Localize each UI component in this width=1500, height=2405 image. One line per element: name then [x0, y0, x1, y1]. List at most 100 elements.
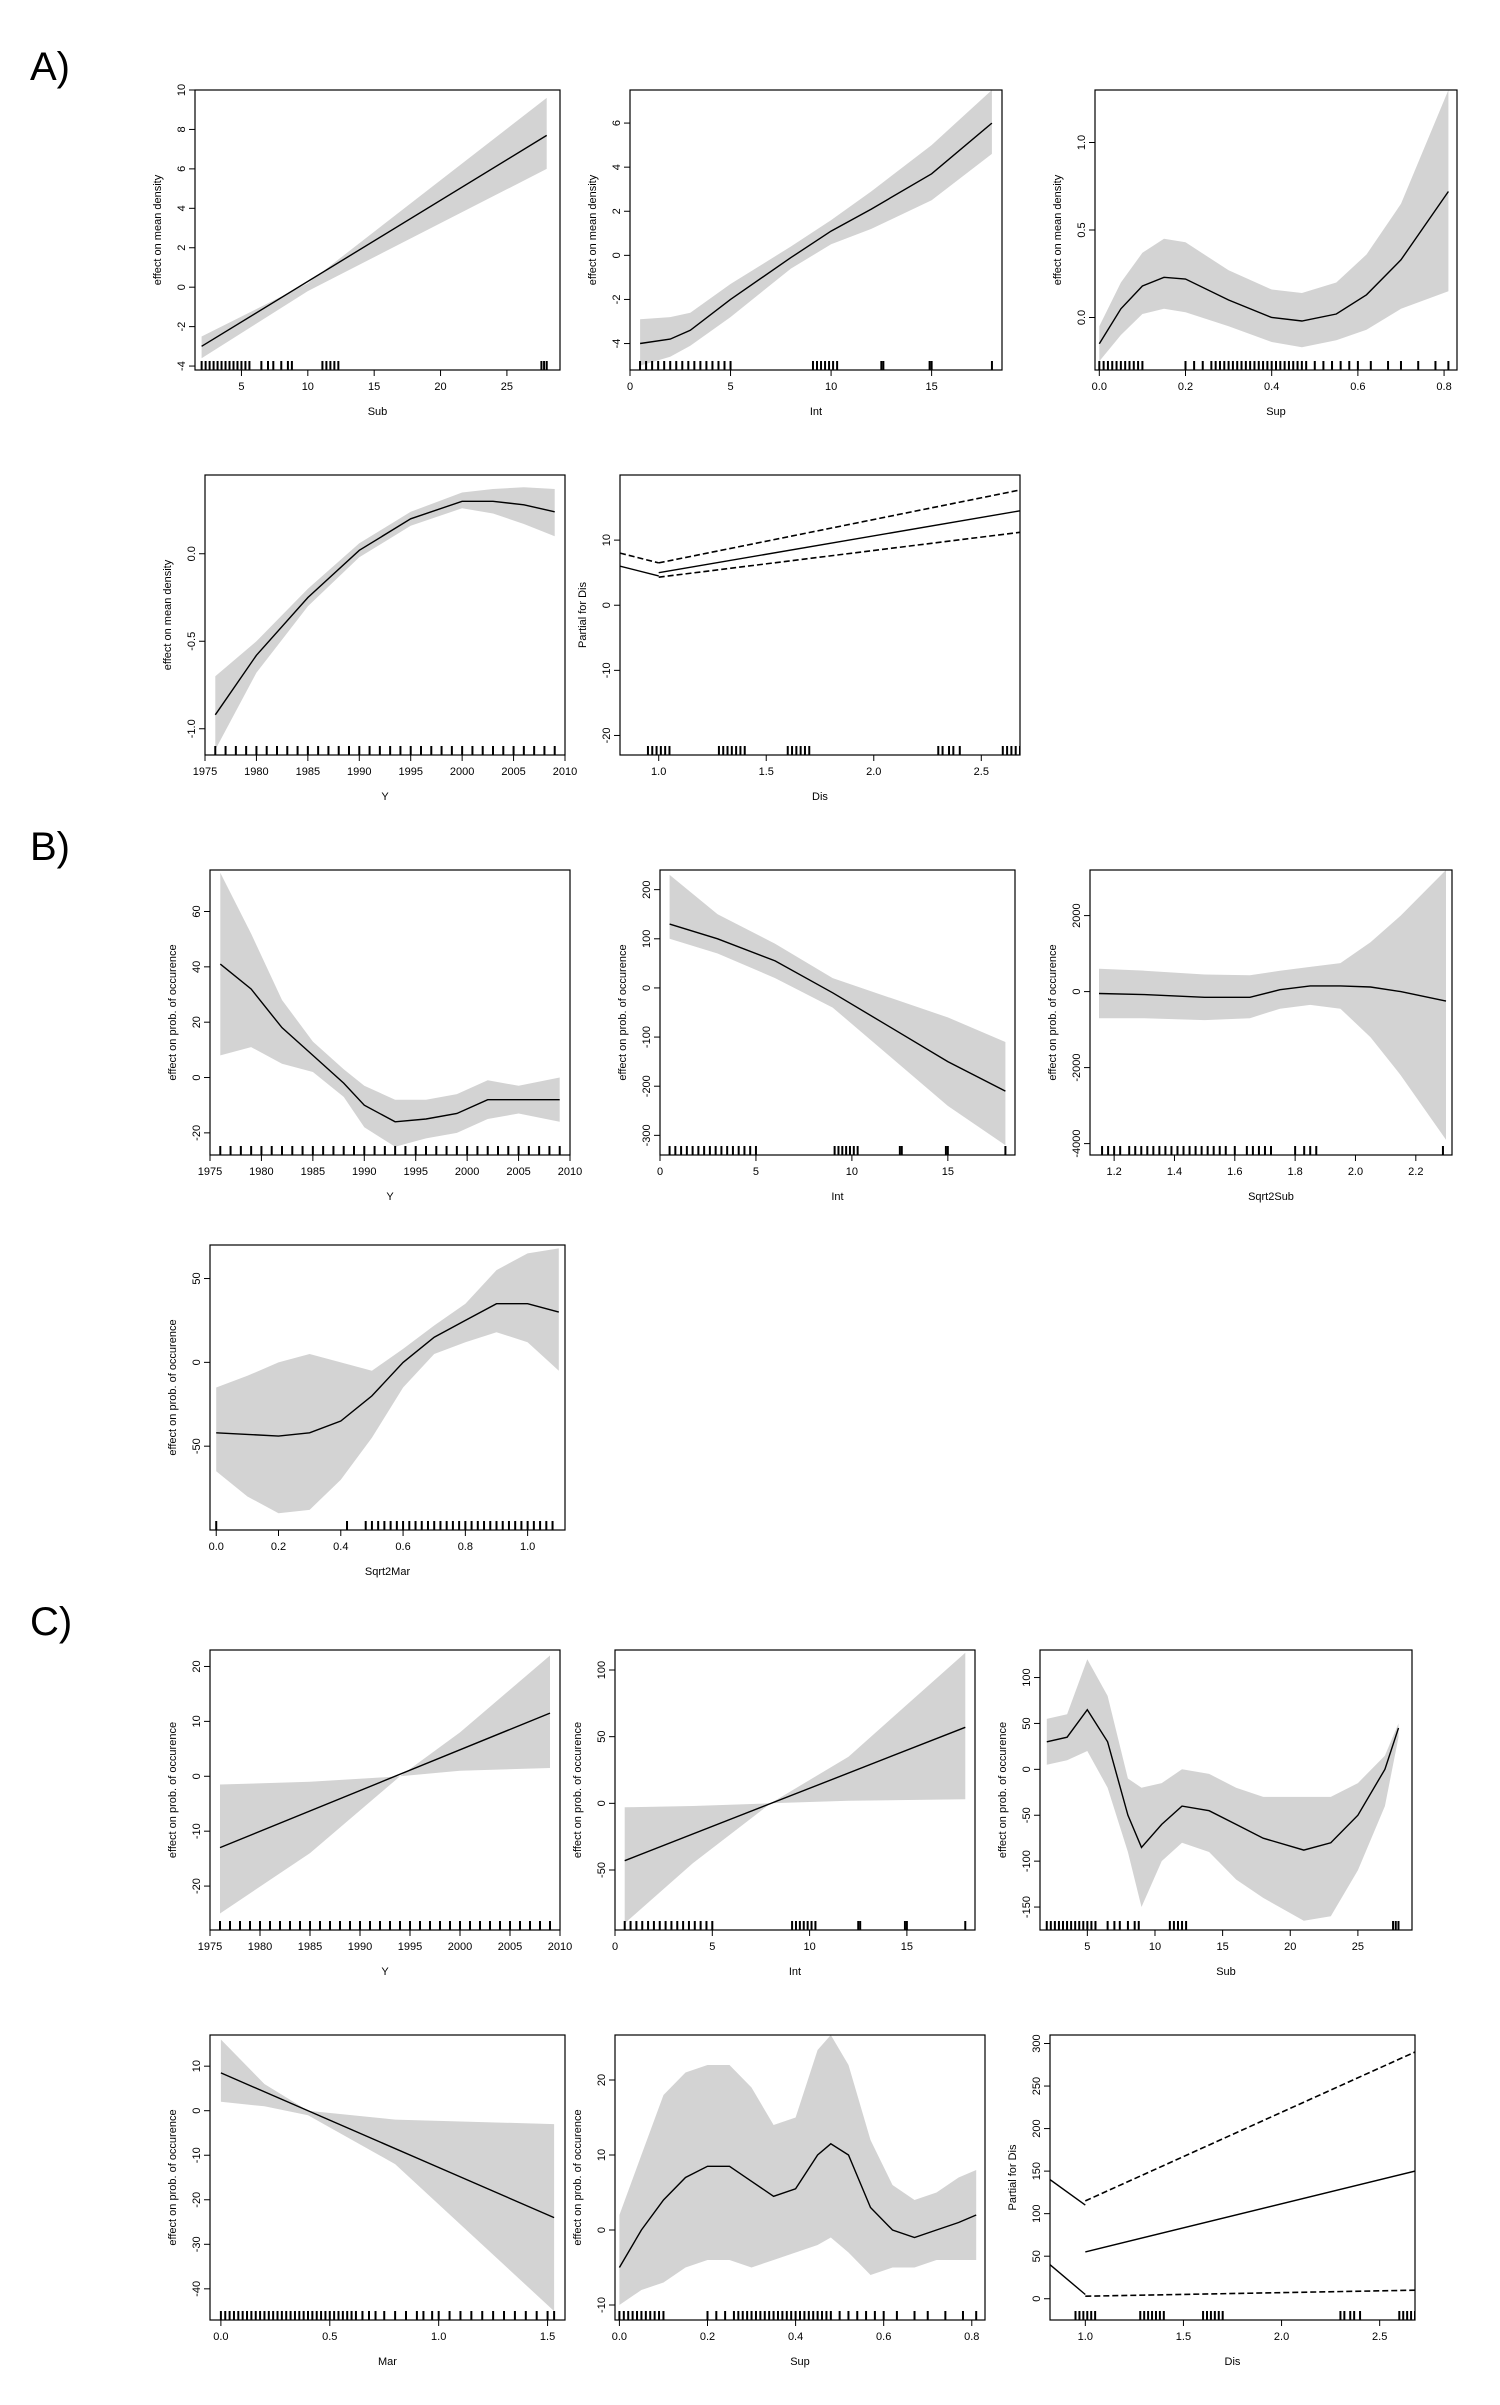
y-tick-label: -20 [191, 2192, 203, 2208]
x-tick-label: 5 [709, 1941, 715, 1953]
plot-frame [209, 1649, 561, 1931]
y-tick-label: 0 [1031, 2296, 1043, 2302]
x-tick-label: 10 [846, 1166, 858, 1178]
y-tick-label: -20 [191, 1878, 203, 1894]
panel-b3: 1.2 1.4 1.6 1.8 2.0 2.2 -4000 -2000 0 2000 Sqrt2Su… [1047, 869, 1453, 1203]
y-tick-label: 100 [596, 1661, 608, 1679]
confidence-band [640, 90, 992, 366]
confidence-band [220, 1655, 550, 1914]
y-tick-label: -50 [596, 1862, 608, 1878]
y-tick-label: 0 [191, 1074, 203, 1080]
series-line-2 [658, 510, 1020, 574]
plot-area [1098, 870, 1447, 1155]
series-line-1 [624, 1726, 966, 1862]
plot-frame [209, 2034, 566, 2321]
x-tick-label: 1.0 [520, 1541, 535, 1553]
x-tick-label: 0.6 [876, 2331, 891, 2343]
y-tick-label: 40 [191, 961, 203, 973]
series-line-1 [219, 963, 560, 1123]
panel-c6: 1.0 1.5 2.0 2.5 0 50 100 150 200 250 300 Dis Partial… [1007, 2034, 1416, 2368]
y-tick-label: -4 [176, 361, 188, 371]
plot-frame [614, 2034, 986, 2321]
x-tick-label: 2005 [498, 1941, 522, 1953]
x-tick-label: 15 [942, 1166, 954, 1178]
y-tick-label: 10 [601, 534, 613, 546]
x-tick-label: 2010 [548, 1941, 572, 1953]
x-axis-label: Sqrt2Sub [1248, 1191, 1294, 1203]
series-line-1 [669, 923, 1006, 1092]
x-axis-label: Y [381, 1966, 389, 1978]
plot-area [214, 487, 556, 755]
y-tick-label: 300 [1031, 2034, 1043, 2052]
confidence-band [1099, 870, 1446, 1140]
series-line-1 [1098, 985, 1447, 1002]
series-line-3 [620, 552, 659, 564]
y-tick-label: 4 [611, 164, 623, 170]
y-tick-label: 50 [596, 1731, 608, 1743]
y-axis-label: effect on mean density [162, 559, 174, 670]
y-tick-label: 0 [596, 2227, 608, 2233]
plot-frame [1049, 2034, 1416, 2321]
series-line-1 [214, 500, 555, 716]
x-tick-label: 0.4 [1264, 381, 1279, 393]
confidence-band [201, 97, 547, 359]
x-axis-label: Sub [368, 406, 388, 418]
series-line-1 [618, 2142, 977, 2268]
x-tick-label: 2010 [553, 766, 577, 778]
y-axis-label: effect on mean density [1052, 174, 1064, 285]
panel-c5: 0.0 0.2 0.4 0.6 0.8 -10 0 10 20 Sup effect on prob… [572, 2034, 986, 2368]
y-axis-label: effect on prob. of occurence [167, 1319, 179, 1455]
y-axis-label: effect on prob. of occurence [617, 944, 629, 1080]
y-tick-label: 20 [191, 1016, 203, 1028]
x-tick-label: 0.2 [271, 1541, 286, 1553]
y-tick-label: 50 [191, 1272, 203, 1284]
series-line-5 [1085, 2289, 1415, 2297]
plot-frame [629, 89, 1003, 371]
confidence-band [619, 2035, 977, 2305]
plot-area [219, 872, 561, 1155]
y-axis-label: effect on prob. of occurence [572, 1722, 584, 1858]
y-axis-label: effect on prob. of occurence [1047, 944, 1059, 1080]
y-tick-label: 0.0 [186, 546, 198, 561]
y-tick-label: 2000 [1071, 903, 1083, 927]
x-tick-label: 1.0 [651, 766, 666, 778]
x-tick-label: 0.0 [612, 2331, 627, 2343]
y-tick-label: 0.0 [1076, 310, 1088, 325]
y-tick-label: 8 [176, 126, 188, 132]
plot-area [200, 97, 548, 370]
series-line-1 [201, 134, 548, 347]
panel-a1: 5 10 15 20 25 -4 -2 0 2 4 6 8 10 Sub effect on mean de… [152, 84, 561, 418]
y-tick-label: 0 [191, 1359, 203, 1365]
x-tick-label: 15 [925, 381, 937, 393]
series-line-1 [639, 122, 993, 345]
y-tick-label: 6 [176, 166, 188, 172]
x-tick-label: 2000 [455, 1166, 479, 1178]
x-tick-label: 0.6 [395, 1541, 410, 1553]
y-tick-label: 10 [596, 2149, 608, 2161]
y-tick-label: 0 [176, 284, 188, 290]
y-tick-label: 0 [641, 985, 653, 991]
confidence-band [216, 1248, 559, 1514]
plot-area [618, 2035, 978, 2320]
series-line-4 [1084, 2051, 1415, 2202]
y-tick-label: 150 [1031, 2162, 1043, 2180]
x-tick-label: 2005 [501, 766, 525, 778]
x-tick-label: 1.8 [1287, 1166, 1302, 1178]
y-tick-label: 10 [191, 2060, 203, 2072]
plot-frame [1039, 1649, 1413, 1931]
y-tick-label: -40 [191, 2281, 203, 2297]
series-line-1 [220, 2072, 555, 2219]
y-tick-label: -200 [641, 1075, 653, 1097]
y-axis-label: Partial for Dis [577, 581, 589, 648]
y-tick-label: 2 [611, 208, 623, 214]
x-tick-label: 1.5 [759, 766, 774, 778]
plot-frame [194, 89, 561, 371]
y-tick-label: 0 [1021, 1766, 1033, 1772]
panel-b4: 0.0 0.2 0.4 0.6 0.8 1.0 -50 0 50 Sqrt2Mar effect o… [167, 1244, 566, 1578]
x-tick-label: 15 [1216, 1941, 1228, 1953]
x-tick-label: 1985 [296, 766, 320, 778]
y-tick-label: 0.5 [1076, 222, 1088, 237]
y-tick-label: -2 [611, 295, 623, 305]
x-tick-label: 1990 [352, 1166, 376, 1178]
x-tick-label: 10 [803, 1941, 815, 1953]
